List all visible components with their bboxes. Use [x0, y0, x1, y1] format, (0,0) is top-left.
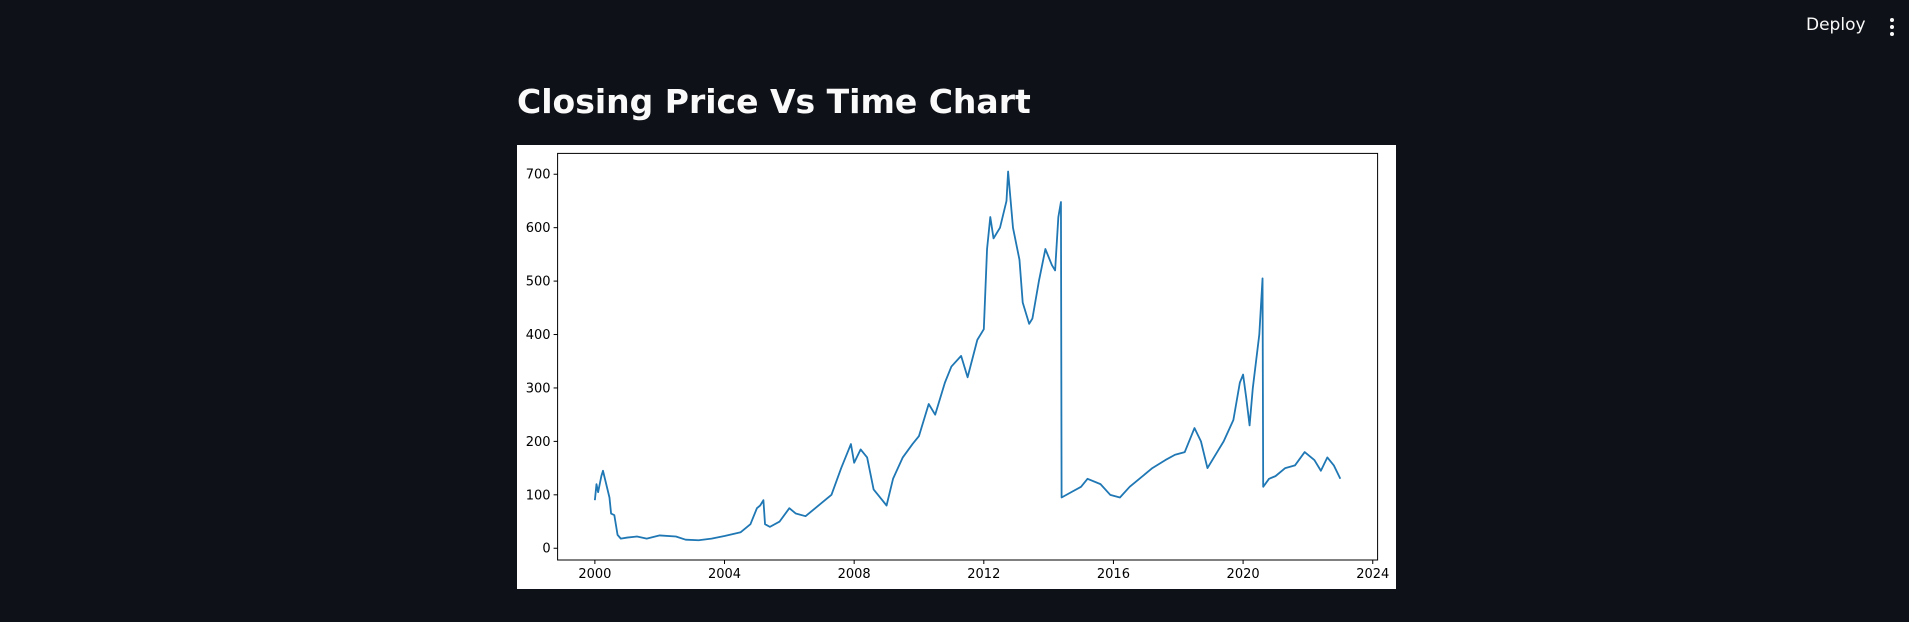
y-tick-label: 700	[526, 168, 551, 183]
x-tick-label: 2000	[578, 567, 611, 582]
x-tick-label: 2008	[838, 567, 871, 582]
deploy-button[interactable]: Deploy	[1806, 15, 1866, 35]
y-tick-label: 100	[526, 488, 551, 503]
price-line	[593, 170, 1342, 542]
x-tick-label: 2004	[708, 567, 741, 582]
x-tick-label: 2012	[967, 567, 1000, 582]
x-tick-label: 2024	[1356, 567, 1389, 582]
page-title: Closing Price Vs Time Chart	[517, 82, 1031, 121]
y-tick-label: 200	[526, 435, 551, 450]
y-tick-label: 500	[526, 275, 551, 290]
x-tick-label: 2020	[1227, 567, 1260, 582]
y-tick-label: 400	[526, 328, 551, 343]
x-tick-label: 2016	[1097, 567, 1130, 582]
chart: 0 100 200 300 400 500 600 700 2000 2004 2008 2012 20…	[517, 145, 1396, 589]
menu-button[interactable]	[1885, 16, 1899, 38]
y-tick-label: 300	[526, 381, 551, 396]
y-tick-label: 600	[526, 221, 551, 236]
y-tick-label: 0	[542, 542, 550, 557]
